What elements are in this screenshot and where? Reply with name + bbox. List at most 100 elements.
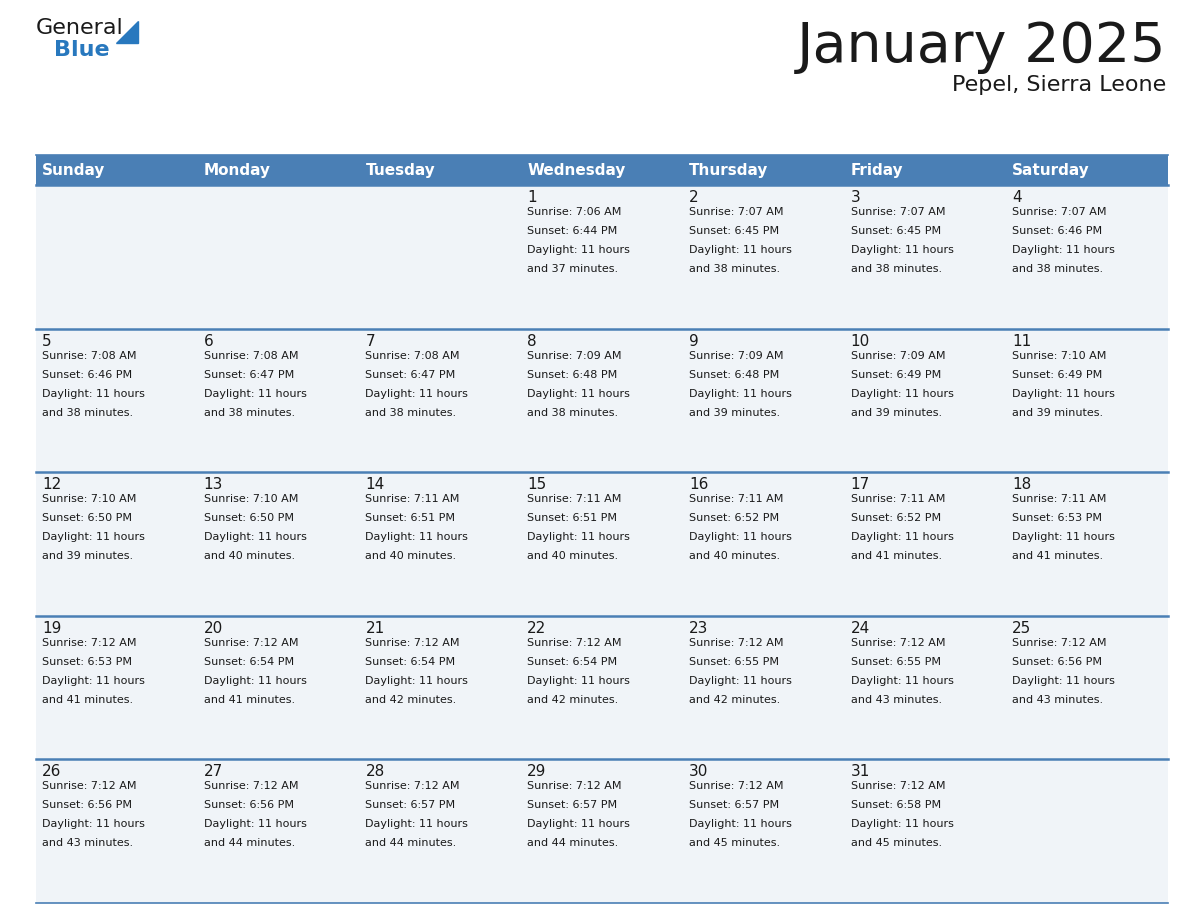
Text: 19: 19: [42, 621, 62, 636]
Text: Sunset: 6:58 PM: Sunset: 6:58 PM: [851, 800, 941, 811]
Text: Daylight: 11 hours: Daylight: 11 hours: [851, 245, 954, 255]
Text: Daylight: 11 hours: Daylight: 11 hours: [851, 676, 954, 686]
Text: and 39 minutes.: and 39 minutes.: [851, 408, 942, 418]
Text: and 39 minutes.: and 39 minutes.: [42, 551, 133, 561]
Text: and 40 minutes.: and 40 minutes.: [689, 551, 781, 561]
Bar: [683, 185, 845, 329]
Bar: [845, 472, 1006, 616]
Text: Sunrise: 7:08 AM: Sunrise: 7:08 AM: [366, 351, 460, 361]
Text: 6: 6: [203, 333, 214, 349]
Text: Daylight: 11 hours: Daylight: 11 hours: [1012, 532, 1116, 543]
Text: Saturday: Saturday: [1012, 162, 1091, 177]
Text: 9: 9: [689, 333, 699, 349]
Text: 1: 1: [527, 190, 537, 205]
Text: Sunrise: 7:07 AM: Sunrise: 7:07 AM: [689, 207, 783, 217]
Text: Monday: Monday: [203, 162, 271, 177]
Bar: [1006, 329, 1168, 472]
Bar: [36, 472, 197, 616]
Text: and 43 minutes.: and 43 minutes.: [1012, 695, 1104, 705]
Text: 20: 20: [203, 621, 223, 636]
Text: Sunset: 6:52 PM: Sunset: 6:52 PM: [851, 513, 941, 523]
Text: Sunrise: 7:11 AM: Sunrise: 7:11 AM: [1012, 494, 1107, 504]
Text: Sunrise: 7:12 AM: Sunrise: 7:12 AM: [1012, 638, 1107, 648]
Text: Sunrise: 7:12 AM: Sunrise: 7:12 AM: [42, 781, 137, 791]
Bar: [845, 185, 1006, 329]
Text: Sunset: 6:48 PM: Sunset: 6:48 PM: [527, 370, 618, 380]
Text: and 41 minutes.: and 41 minutes.: [42, 695, 133, 705]
Text: Sunset: 6:50 PM: Sunset: 6:50 PM: [203, 513, 293, 523]
Text: Daylight: 11 hours: Daylight: 11 hours: [203, 388, 307, 398]
Text: 31: 31: [851, 765, 870, 779]
Bar: [197, 472, 360, 616]
Text: and 41 minutes.: and 41 minutes.: [1012, 551, 1104, 561]
Text: Sunset: 6:47 PM: Sunset: 6:47 PM: [203, 370, 293, 380]
Text: Friday: Friday: [851, 162, 903, 177]
Bar: [522, 155, 683, 185]
Text: Daylight: 11 hours: Daylight: 11 hours: [1012, 388, 1116, 398]
Text: Sunset: 6:51 PM: Sunset: 6:51 PM: [527, 513, 617, 523]
Text: and 42 minutes.: and 42 minutes.: [689, 695, 781, 705]
Bar: [683, 155, 845, 185]
Text: Daylight: 11 hours: Daylight: 11 hours: [366, 820, 468, 829]
Text: Sunrise: 7:11 AM: Sunrise: 7:11 AM: [851, 494, 944, 504]
Bar: [197, 185, 360, 329]
Bar: [1006, 759, 1168, 903]
Bar: [522, 185, 683, 329]
Text: Sunset: 6:55 PM: Sunset: 6:55 PM: [689, 656, 779, 666]
Bar: [845, 616, 1006, 759]
Text: Sunrise: 7:06 AM: Sunrise: 7:06 AM: [527, 207, 621, 217]
Text: Sunrise: 7:10 AM: Sunrise: 7:10 AM: [1012, 351, 1107, 361]
Text: Sunset: 6:51 PM: Sunset: 6:51 PM: [366, 513, 455, 523]
Text: Sunset: 6:45 PM: Sunset: 6:45 PM: [851, 226, 941, 236]
Text: Sunrise: 7:10 AM: Sunrise: 7:10 AM: [42, 494, 137, 504]
Text: 18: 18: [1012, 477, 1031, 492]
Bar: [1006, 616, 1168, 759]
Text: and 40 minutes.: and 40 minutes.: [366, 551, 456, 561]
Bar: [1006, 472, 1168, 616]
Text: and 38 minutes.: and 38 minutes.: [203, 408, 295, 418]
Text: Sunrise: 7:12 AM: Sunrise: 7:12 AM: [851, 781, 946, 791]
Bar: [197, 329, 360, 472]
Text: 3: 3: [851, 190, 860, 205]
Text: Sunset: 6:54 PM: Sunset: 6:54 PM: [203, 656, 293, 666]
Text: 30: 30: [689, 765, 708, 779]
Text: Tuesday: Tuesday: [366, 162, 435, 177]
Text: Sunrise: 7:12 AM: Sunrise: 7:12 AM: [203, 638, 298, 648]
Text: Sunset: 6:56 PM: Sunset: 6:56 PM: [203, 800, 293, 811]
Text: January 2025: January 2025: [796, 20, 1165, 74]
Text: and 40 minutes.: and 40 minutes.: [203, 551, 295, 561]
Text: Sunset: 6:57 PM: Sunset: 6:57 PM: [527, 800, 618, 811]
Bar: [845, 155, 1006, 185]
Text: Sunrise: 7:12 AM: Sunrise: 7:12 AM: [689, 781, 783, 791]
Bar: [36, 185, 197, 329]
Text: 2: 2: [689, 190, 699, 205]
Text: Sunrise: 7:08 AM: Sunrise: 7:08 AM: [42, 351, 137, 361]
Text: General: General: [36, 18, 124, 38]
Text: and 40 minutes.: and 40 minutes.: [527, 551, 618, 561]
Bar: [1006, 155, 1168, 185]
Text: 21: 21: [366, 621, 385, 636]
Bar: [36, 616, 197, 759]
Text: Sunset: 6:53 PM: Sunset: 6:53 PM: [1012, 513, 1102, 523]
Text: 8: 8: [527, 333, 537, 349]
Text: Sunrise: 7:12 AM: Sunrise: 7:12 AM: [203, 781, 298, 791]
Bar: [197, 759, 360, 903]
Text: Sunset: 6:44 PM: Sunset: 6:44 PM: [527, 226, 618, 236]
Text: and 37 minutes.: and 37 minutes.: [527, 264, 618, 274]
Text: and 45 minutes.: and 45 minutes.: [689, 838, 781, 848]
Text: Sunrise: 7:11 AM: Sunrise: 7:11 AM: [366, 494, 460, 504]
Text: 7: 7: [366, 333, 375, 349]
Text: Sunset: 6:46 PM: Sunset: 6:46 PM: [1012, 226, 1102, 236]
Bar: [36, 155, 197, 185]
Bar: [522, 616, 683, 759]
Text: Sunrise: 7:12 AM: Sunrise: 7:12 AM: [527, 638, 621, 648]
Text: Sunset: 6:49 PM: Sunset: 6:49 PM: [1012, 370, 1102, 380]
Bar: [683, 472, 845, 616]
Text: and 43 minutes.: and 43 minutes.: [851, 695, 942, 705]
Bar: [683, 329, 845, 472]
Text: Daylight: 11 hours: Daylight: 11 hours: [203, 820, 307, 829]
Text: 29: 29: [527, 765, 546, 779]
Text: 26: 26: [42, 765, 62, 779]
Polygon shape: [116, 21, 138, 43]
Text: Daylight: 11 hours: Daylight: 11 hours: [689, 676, 791, 686]
